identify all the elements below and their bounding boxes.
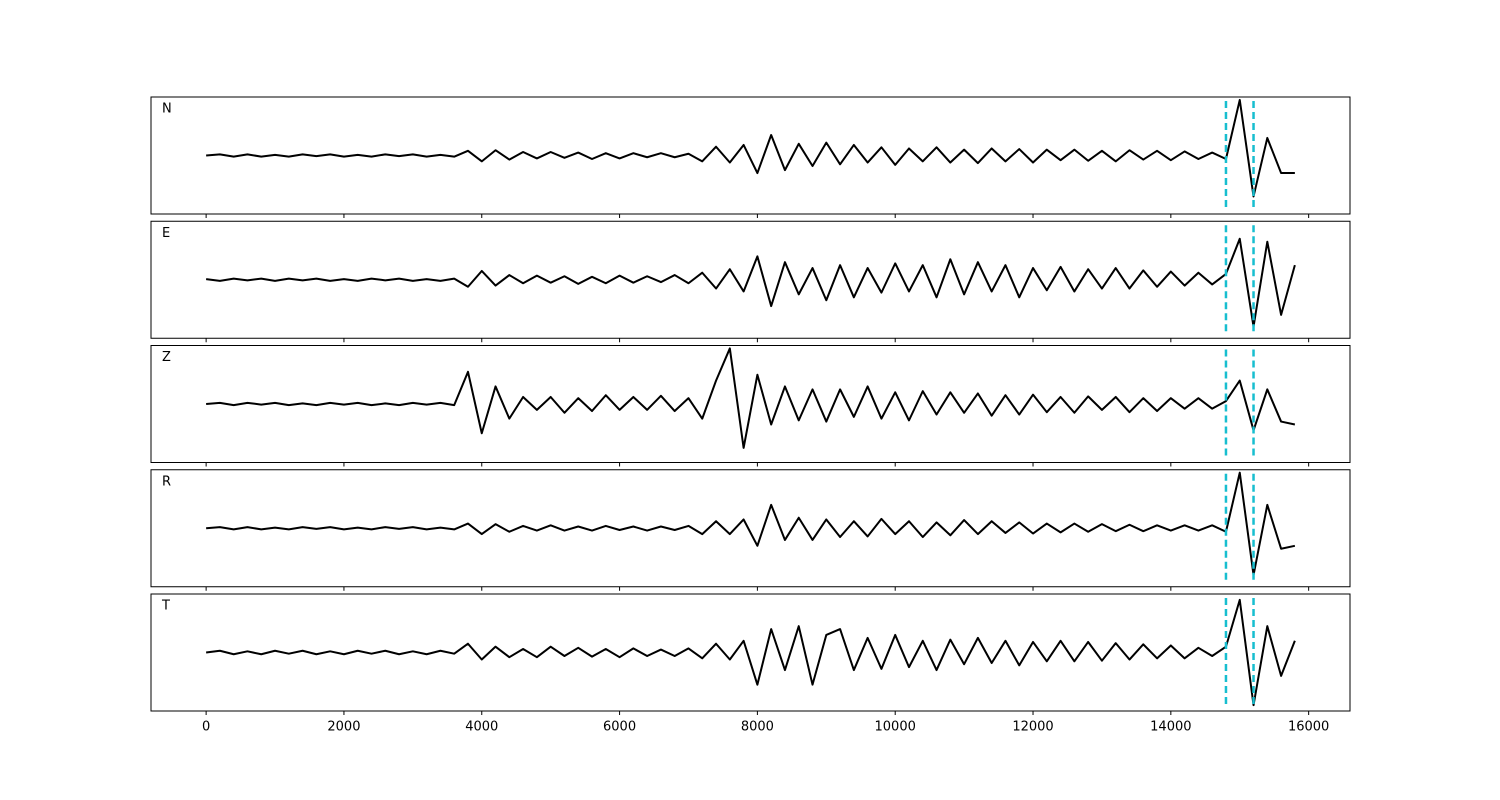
- x-tick-label: 0: [202, 720, 210, 735]
- x-tick-label: 12000: [1012, 720, 1053, 735]
- x-tick-label: 10000: [875, 720, 916, 735]
- x-tick-label: 14000: [1150, 720, 1191, 735]
- waveform: [206, 237, 1296, 328]
- panel-frame: [150, 220, 1351, 339]
- panel-frame: [150, 593, 1351, 712]
- waveform: [206, 598, 1296, 707]
- panel-label: Z: [162, 350, 171, 365]
- waveform: [206, 98, 1295, 198]
- panel-label: E: [162, 226, 170, 241]
- x-tick-label: 2000: [327, 720, 360, 735]
- panel-label: T: [161, 599, 170, 614]
- panel-label: N: [162, 102, 172, 117]
- waveform: [206, 471, 1296, 577]
- waveform: [206, 347, 1296, 449]
- panel-frame: [150, 96, 1351, 215]
- x-tick-label: 8000: [741, 720, 774, 735]
- x-tick-label: 16000: [1288, 720, 1329, 735]
- x-tick-label: 6000: [603, 720, 636, 735]
- x-tick-label: 4000: [465, 720, 498, 735]
- panel-frame: [150, 469, 1351, 588]
- panel-frame: [150, 345, 1351, 463]
- panel-label: R: [162, 474, 171, 489]
